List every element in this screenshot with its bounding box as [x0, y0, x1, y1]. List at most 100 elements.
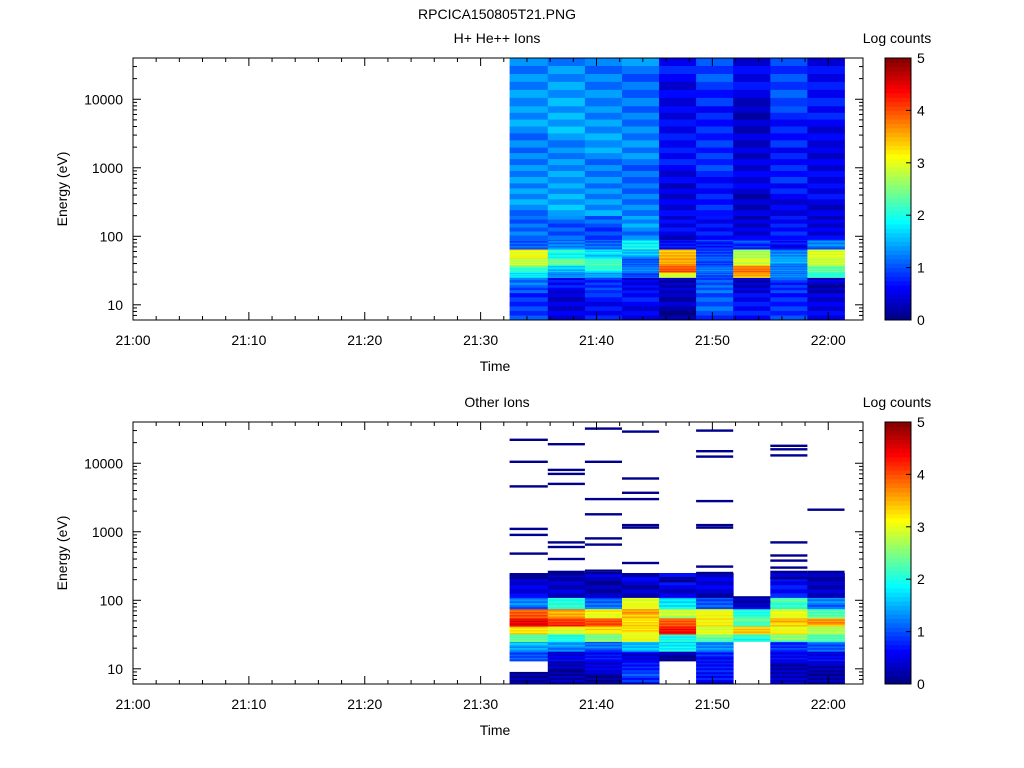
heatmap-cell: [547, 636, 586, 639]
heatmap-cell: [659, 648, 697, 651]
heatmap-cell: [622, 58, 660, 67]
x-tick-label: 21:40: [579, 332, 614, 348]
heatmap-cell: [509, 641, 549, 644]
sparse-line-mark: [696, 450, 734, 453]
colorbar-step: [885, 430, 911, 436]
y-tick-label: 100: [100, 592, 124, 608]
colorbar-step: [885, 293, 911, 299]
heatmap-cell: [807, 276, 845, 278]
colorbar-step: [885, 531, 911, 537]
heatmap-cell: [807, 666, 845, 669]
heatmap-cell: [659, 253, 697, 256]
heatmap-cell: [547, 241, 586, 243]
heatmap-cell: [807, 651, 845, 654]
heatmap-cell: [770, 245, 808, 248]
colorbar-step: [885, 670, 911, 676]
y-axis: 10 100 1000 10000 Energy (eV): [54, 57, 863, 321]
heatmap-cell: [584, 615, 623, 617]
heatmap-cell: [733, 97, 771, 107]
plot-frame: [132, 57, 864, 321]
heatmap-cell: [547, 310, 586, 316]
heatmap-cell: [770, 301, 808, 307]
colorbar-step: [885, 513, 911, 519]
heatmap-cell: [696, 630, 734, 632]
sparse-line-mark: [547, 482, 585, 486]
heatmap-cell: [659, 81, 697, 91]
heatmap-cell: [733, 105, 771, 114]
heatmap-cell: [696, 613, 734, 616]
colorbar-step: [885, 189, 911, 194]
heatmap-cell: [770, 671, 808, 675]
heatmap-cell: [733, 272, 771, 274]
heatmap-cell: [547, 250, 586, 253]
heatmap-cell: [584, 649, 623, 652]
heatmap-cell: [509, 66, 549, 75]
heatmap-cell: [696, 636, 734, 639]
heatmap-cell: [622, 74, 660, 83]
heatmap-cell: [733, 315, 771, 321]
heatmap-cell: [807, 670, 845, 673]
heatmap-cell: [584, 245, 623, 248]
heatmap-cell: [807, 287, 845, 291]
heatmap-cell: [547, 204, 586, 211]
heatmap-cell: [622, 133, 660, 141]
sparse-line-mark: [659, 577, 697, 580]
sparse-line-mark: [696, 499, 734, 503]
heatmap-cell: [807, 219, 845, 224]
heatmap-cell: [659, 140, 697, 148]
heatmap-cell: [696, 269, 734, 272]
heatmap-cell: [584, 639, 623, 641]
heatmap-cell: [622, 640, 660, 642]
heatmap-cell: [584, 603, 623, 606]
colorbar-tick-label: 3: [917, 155, 925, 171]
colorbar-frame: [884, 421, 912, 685]
heatmap-cell: [547, 227, 586, 232]
heatmap-cell: [622, 666, 660, 669]
heatmap-cell: [584, 126, 623, 134]
heatmap-cell: [659, 256, 697, 259]
heatmap-cell: [770, 119, 808, 127]
heatmap-cell: [622, 242, 660, 245]
heatmap-cell: [770, 263, 808, 266]
heatmap-cell: [659, 223, 697, 228]
heatmap-cell: [696, 260, 734, 262]
x-tick-label: 21:40: [579, 696, 614, 712]
heatmap-cell: [733, 635, 771, 637]
heatmap-cell: [807, 577, 845, 582]
heatmap-cell: [584, 635, 623, 637]
heatmap-cell: [547, 577, 586, 582]
heatmap-cell: [659, 644, 697, 647]
heatmap-cell: [509, 585, 549, 590]
heatmap-cell: [509, 635, 549, 637]
heatmap-cell: [547, 662, 586, 665]
heatmap-cell: [509, 631, 549, 634]
heatmap-cell: [733, 74, 771, 83]
heatmap-cell: [547, 231, 586, 236]
colorbar-tick-label: 2: [917, 207, 925, 223]
heatmap-cell: [733, 637, 771, 640]
heatmap-cell: [547, 673, 586, 677]
heatmap-cell: [547, 112, 586, 121]
heatmap-cell: [547, 66, 586, 75]
heatmap-cell: [770, 272, 808, 274]
heatmap-cell: [659, 634, 697, 636]
heatmap-cell: [770, 603, 808, 606]
heatmap-cell: [733, 624, 771, 627]
heatmap-cell: [733, 290, 771, 294]
heatmap-cell: [807, 306, 845, 312]
heatmap-cell: [547, 630, 586, 632]
heatmap-cell: [584, 605, 623, 608]
heatmap-cell: [770, 153, 808, 160]
heatmap-cell: [622, 630, 660, 632]
heatmap-cell: [696, 274, 734, 277]
heatmap-cell: [770, 649, 808, 652]
colorbar-step: [885, 470, 911, 475]
heatmap-cell: [807, 277, 845, 281]
colorbar-step: [885, 605, 911, 611]
heatmap-cell: [547, 657, 586, 660]
colorbar-step: [885, 544, 911, 550]
heatmap-cell: [770, 112, 808, 121]
colorbar-step: [885, 228, 911, 234]
heatmap-cell: [584, 593, 623, 598]
colorbar-step: [885, 66, 911, 72]
